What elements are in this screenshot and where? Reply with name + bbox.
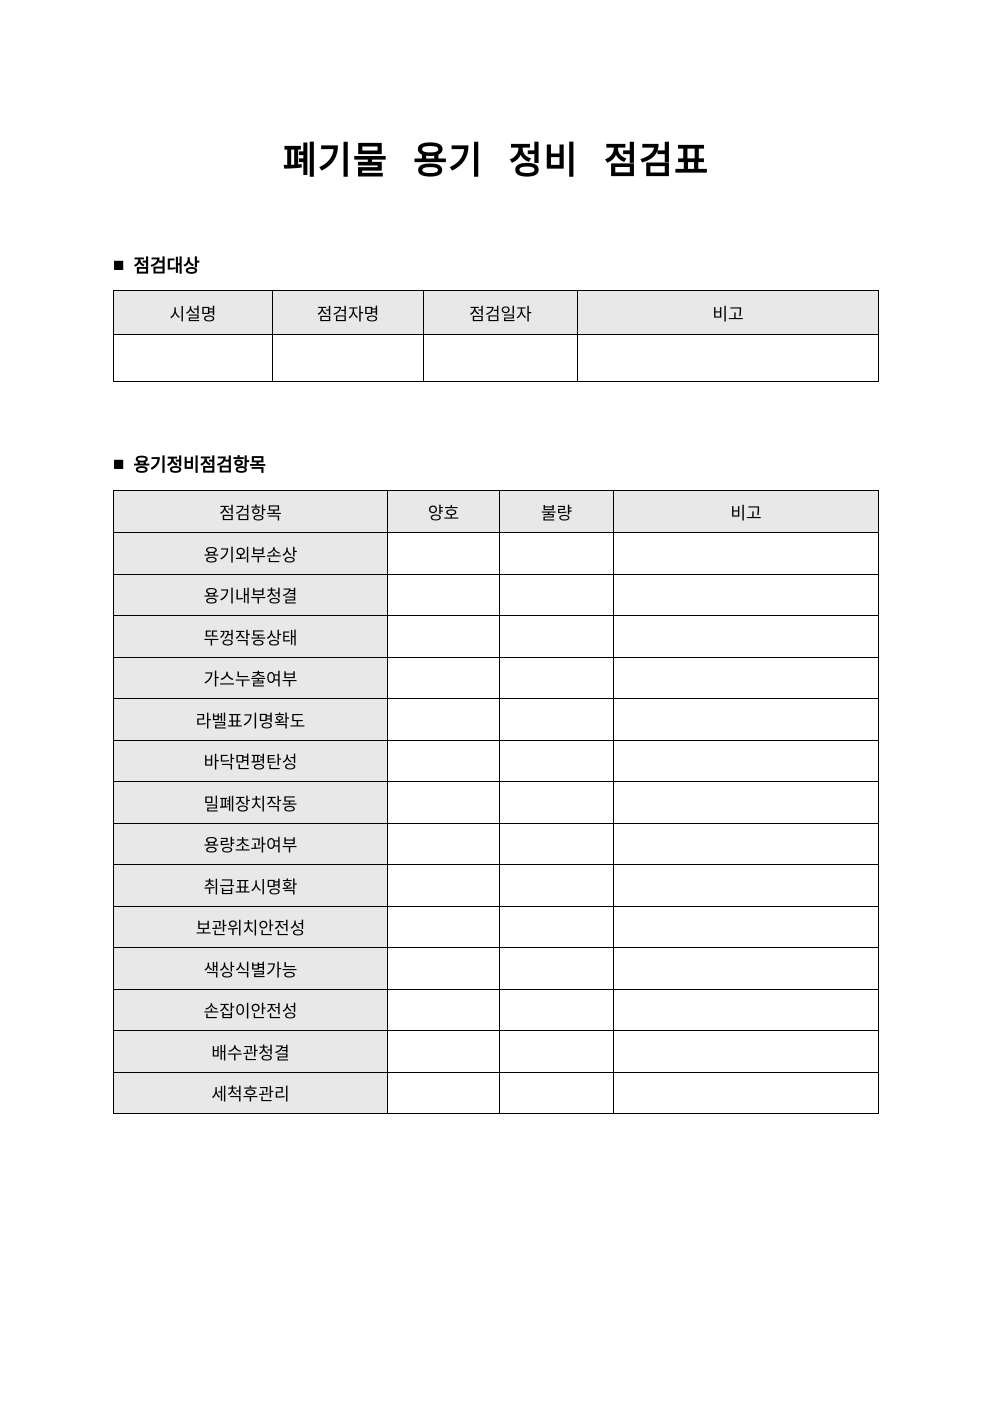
defective-cell xyxy=(499,988,614,1031)
checklist-row: 취급표시명확 xyxy=(113,864,879,907)
remarks-cell xyxy=(613,698,879,741)
check-item-label: 배수관청결 xyxy=(113,1030,388,1073)
check-item-label: 용량초과여부 xyxy=(113,822,388,865)
remarks-cell xyxy=(613,573,879,616)
column-header-check-item: 점검항목 xyxy=(113,490,388,533)
section-heading-maintenance-items: ■ 용기정비점검항목 xyxy=(113,451,266,477)
section-heading-inspection-target: ■ 점검대상 xyxy=(113,252,200,278)
checklist-row: 용기외부손상 xyxy=(113,532,879,575)
defective-cell xyxy=(499,905,614,948)
column-header-inspector-name: 점검자명 xyxy=(272,290,424,335)
remarks-cell xyxy=(613,988,879,1031)
good-cell xyxy=(387,698,500,741)
checklist-row: 손잡이안전성 xyxy=(113,988,879,1031)
remarks-cell xyxy=(613,739,879,782)
checklist-row: 보관위치안전성 xyxy=(113,905,879,948)
check-item-label: 보관위치안전성 xyxy=(113,905,388,948)
maintenance-checklist-table: 점검항목 양호 불량 비고 용기외부손상 용기내부청결 뚜껑작동상태 가스누출여… xyxy=(113,490,879,1114)
remarks-cell xyxy=(577,334,879,382)
column-header-remarks: 비고 xyxy=(613,490,879,533)
inspector-name-cell xyxy=(272,334,424,382)
defective-cell xyxy=(499,781,614,824)
checklist-row: 뚜껑작동상태 xyxy=(113,615,879,658)
remarks-cell xyxy=(613,864,879,907)
defective-cell xyxy=(499,698,614,741)
defective-cell xyxy=(499,822,614,865)
remarks-cell xyxy=(613,615,879,658)
section-bullet-square-icon: ■ xyxy=(113,254,125,276)
check-item-label: 세척후관리 xyxy=(113,1071,388,1114)
remarks-cell xyxy=(613,781,879,824)
good-cell xyxy=(387,1030,500,1073)
remarks-cell xyxy=(613,947,879,990)
column-header-facility-name: 시설명 xyxy=(113,290,273,335)
checklist-row: 밀폐장치작동 xyxy=(113,781,879,824)
good-cell xyxy=(387,781,500,824)
defective-cell xyxy=(499,739,614,782)
column-header-good: 양호 xyxy=(387,490,500,533)
good-cell xyxy=(387,988,500,1031)
remarks-cell xyxy=(613,656,879,699)
good-cell xyxy=(387,532,500,575)
check-item-label: 용기내부청결 xyxy=(113,573,388,616)
check-item-label: 손잡이안전성 xyxy=(113,988,388,1031)
check-item-label: 바닥면평탄성 xyxy=(113,739,388,782)
section-bullet-square-icon: ■ xyxy=(113,453,125,475)
table-header-row: 점검항목 양호 불량 비고 xyxy=(113,490,879,533)
good-cell xyxy=(387,905,500,948)
remarks-cell xyxy=(613,532,879,575)
remarks-cell xyxy=(613,1071,879,1114)
checklist-row: 가스누출여부 xyxy=(113,656,879,699)
remarks-cell xyxy=(613,1030,879,1073)
table-row xyxy=(113,334,879,382)
good-cell xyxy=(387,864,500,907)
inspection-date-cell xyxy=(423,334,578,382)
defective-cell xyxy=(499,615,614,658)
good-cell xyxy=(387,947,500,990)
good-cell xyxy=(387,1071,500,1114)
defective-cell xyxy=(499,656,614,699)
checklist-row: 용기내부청결 xyxy=(113,573,879,616)
check-item-label: 뚜껑작동상태 xyxy=(113,615,388,658)
defective-cell xyxy=(499,1071,614,1114)
defective-cell xyxy=(499,573,614,616)
check-item-label: 용기외부손상 xyxy=(113,532,388,575)
good-cell xyxy=(387,822,500,865)
checklist-row: 배수관청결 xyxy=(113,1030,879,1073)
check-item-label: 밀폐장치작동 xyxy=(113,781,388,824)
defective-cell xyxy=(499,532,614,575)
remarks-cell xyxy=(613,822,879,865)
check-item-label: 가스누출여부 xyxy=(113,656,388,699)
section-heading-label: 용기정비점검항목 xyxy=(133,455,266,475)
checklist-row: 라벨표기명확도 xyxy=(113,698,879,741)
checklist-row: 색상식별가능 xyxy=(113,947,879,990)
check-item-label: 취급표시명확 xyxy=(113,864,388,907)
defective-cell xyxy=(499,947,614,990)
column-header-remarks: 비고 xyxy=(577,290,879,335)
document-title: 폐기물 용기 정비 점검표 xyxy=(282,140,710,181)
checklist-row: 세척후관리 xyxy=(113,1071,879,1114)
column-header-inspection-date: 점검일자 xyxy=(423,290,578,335)
column-header-defective: 불량 xyxy=(499,490,614,533)
good-cell xyxy=(387,656,500,699)
remarks-cell xyxy=(613,905,879,948)
table-header-row: 시설명 점검자명 점검일자 비고 xyxy=(113,290,879,335)
checklist-row: 바닥면평탄성 xyxy=(113,739,879,782)
inspection-target-table: 시설명 점검자명 점검일자 비고 xyxy=(113,290,879,382)
good-cell xyxy=(387,739,500,782)
check-item-label: 라벨표기명확도 xyxy=(113,698,388,741)
check-item-label: 색상식별가능 xyxy=(113,947,388,990)
good-cell xyxy=(387,573,500,616)
defective-cell xyxy=(499,1030,614,1073)
checklist-row: 용량초과여부 xyxy=(113,822,879,865)
defective-cell xyxy=(499,864,614,907)
section-heading-label: 점검대상 xyxy=(133,256,200,276)
good-cell xyxy=(387,615,500,658)
facility-name-cell xyxy=(113,334,273,382)
